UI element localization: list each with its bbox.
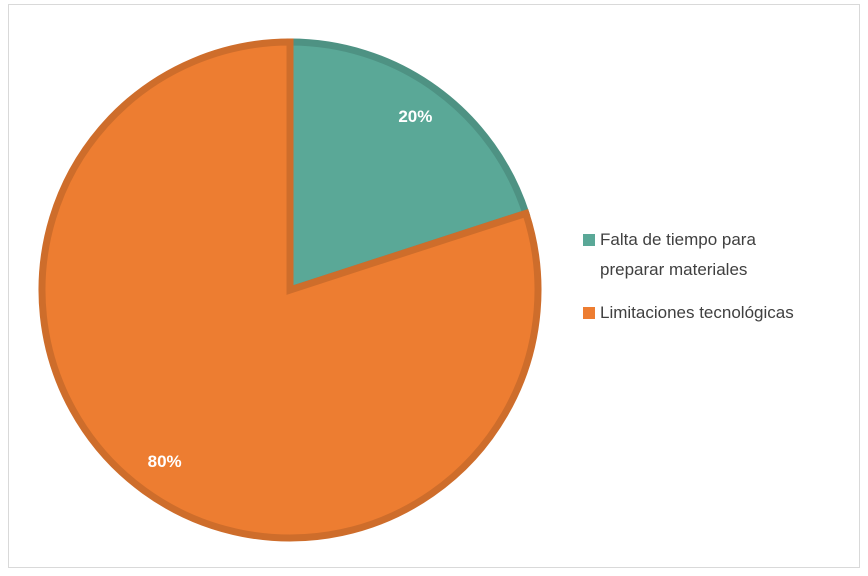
legend-label: Limitaciones tecnológicas bbox=[600, 303, 794, 322]
legend-item: Falta de tiempo para preparar materiales bbox=[583, 225, 823, 285]
pie-slice bbox=[286, 38, 531, 295]
legend-swatch bbox=[583, 234, 595, 246]
pie-slice bbox=[38, 38, 542, 542]
chart-frame bbox=[8, 4, 860, 568]
legend-item: Limitaciones tecnológicas bbox=[583, 298, 823, 328]
legend-label: Falta de tiempo para preparar materiales bbox=[600, 230, 756, 279]
legend-swatch bbox=[583, 307, 595, 319]
data-label: 20% bbox=[398, 107, 432, 126]
data-label: 80% bbox=[148, 452, 182, 471]
